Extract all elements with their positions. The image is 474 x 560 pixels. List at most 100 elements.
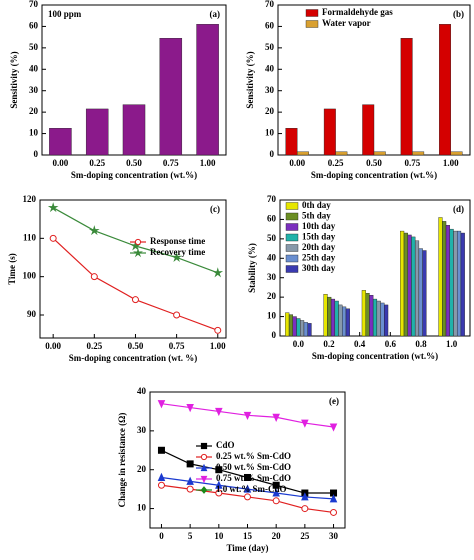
x-tick-label: 0.2 [323, 339, 335, 349]
marker [215, 407, 223, 417]
legend-swatch [285, 233, 299, 242]
bar [285, 312, 290, 337]
x-tick-label: 1.0 [446, 339, 458, 349]
legend-label: Recovery time [150, 247, 205, 257]
x-axis-label: Time (day) [226, 543, 268, 553]
marker [215, 489, 223, 497]
bar [345, 308, 350, 337]
x-tick-label: 0.4 [354, 339, 366, 349]
bar [292, 316, 297, 337]
legend-label: 10th day [302, 221, 336, 231]
bar [414, 240, 420, 337]
marker [49, 234, 57, 242]
bar [323, 294, 328, 337]
marker [301, 419, 309, 428]
y-tick-label: 10 [29, 128, 39, 138]
bar [361, 290, 366, 337]
x-tick-label: 25 [300, 531, 310, 541]
bar [296, 318, 301, 337]
legend-swatch [285, 244, 299, 252]
marker [200, 442, 208, 450]
x-tick-label: 1.00 [210, 341, 226, 351]
bar [362, 104, 375, 156]
legend-label: 0.75 wt.% Sm-CdO [216, 473, 291, 483]
bar [449, 228, 454, 337]
legend-label: Formaldehyde gas [322, 7, 393, 17]
bar [342, 306, 347, 337]
x-axis-label: Sm-doping concentration (wt.%) [71, 170, 197, 180]
bar [372, 298, 378, 337]
bar [334, 300, 339, 337]
x-tick-label: 1.00 [443, 158, 459, 168]
bar [335, 151, 348, 156]
x-tick-label: 0.50 [128, 341, 144, 351]
y-tick-label: 70 [267, 194, 277, 204]
bar [159, 38, 183, 156]
x-tick-label: 0.00 [45, 341, 61, 351]
marker [134, 238, 142, 246]
bar [323, 108, 336, 156]
marker [214, 326, 222, 334]
legend-label: 15th day [302, 232, 336, 242]
legend-swatch [285, 202, 299, 210]
legend-swatch [305, 20, 319, 28]
y-axis-label: Sensitivity (%) [9, 51, 19, 108]
marker [157, 400, 166, 409]
bar [403, 232, 408, 337]
bar [445, 225, 450, 337]
legend-swatch [305, 9, 319, 17]
legend-swatch [285, 223, 299, 231]
bar [380, 302, 385, 337]
legend-label: 0.50 wt.% Sm-CdO [216, 462, 291, 472]
bar [422, 250, 427, 337]
legend-label: 20th day [302, 242, 336, 252]
y-tick-label: 60 [265, 20, 275, 30]
bar [412, 151, 425, 156]
y-tick-label: 20 [29, 106, 39, 116]
marker [157, 472, 166, 481]
marker [272, 481, 280, 489]
legend-label: 5th day [302, 211, 331, 221]
legend-label: 0th day [302, 200, 331, 210]
x-tick-label: 0 [159, 531, 164, 541]
marker [186, 404, 194, 413]
x-tick-label: 5 [188, 531, 193, 541]
x-axis-label: Sm-doping concentration (wt.%) [311, 170, 437, 180]
legend-label: CdO [216, 440, 235, 450]
marker [200, 475, 208, 484]
legend-swatch [285, 254, 299, 263]
bar [49, 128, 72, 156]
bar [307, 323, 312, 337]
marker [157, 481, 165, 489]
bar [369, 295, 374, 337]
bar [297, 151, 309, 156]
y-tick-label: 20 [265, 106, 275, 116]
x-axis-label: Sm-doping concentration (wt. %) [69, 353, 198, 363]
y-tick-label: 10 [267, 311, 277, 321]
bar [456, 230, 462, 337]
y-tick-label: 20 [267, 291, 277, 301]
y-tick-label: 100 [23, 271, 37, 281]
marker [215, 480, 223, 489]
x-tick-label: 0.50 [366, 158, 382, 168]
panel-label: (e) [329, 396, 339, 406]
y-tick-label: 50 [267, 233, 277, 243]
marker [272, 413, 280, 422]
y-tick-label: 50 [265, 42, 275, 52]
panel-label: (b) [453, 9, 464, 19]
marker [200, 453, 208, 461]
y-tick-label: 10 [265, 128, 275, 138]
bar [418, 248, 423, 337]
bar [407, 234, 412, 337]
y-tick-label: 30 [29, 85, 39, 95]
x-tick-label: 15 [243, 531, 253, 541]
bar [384, 304, 389, 337]
marker [272, 497, 280, 505]
x-tick-label: 0.25 [86, 341, 102, 351]
bar [453, 230, 458, 337]
marker [131, 296, 139, 304]
x-tick-label: 0.25 [328, 158, 344, 168]
y-tick-label: 110 [23, 232, 37, 242]
y-tick-label: 0 [270, 149, 275, 159]
